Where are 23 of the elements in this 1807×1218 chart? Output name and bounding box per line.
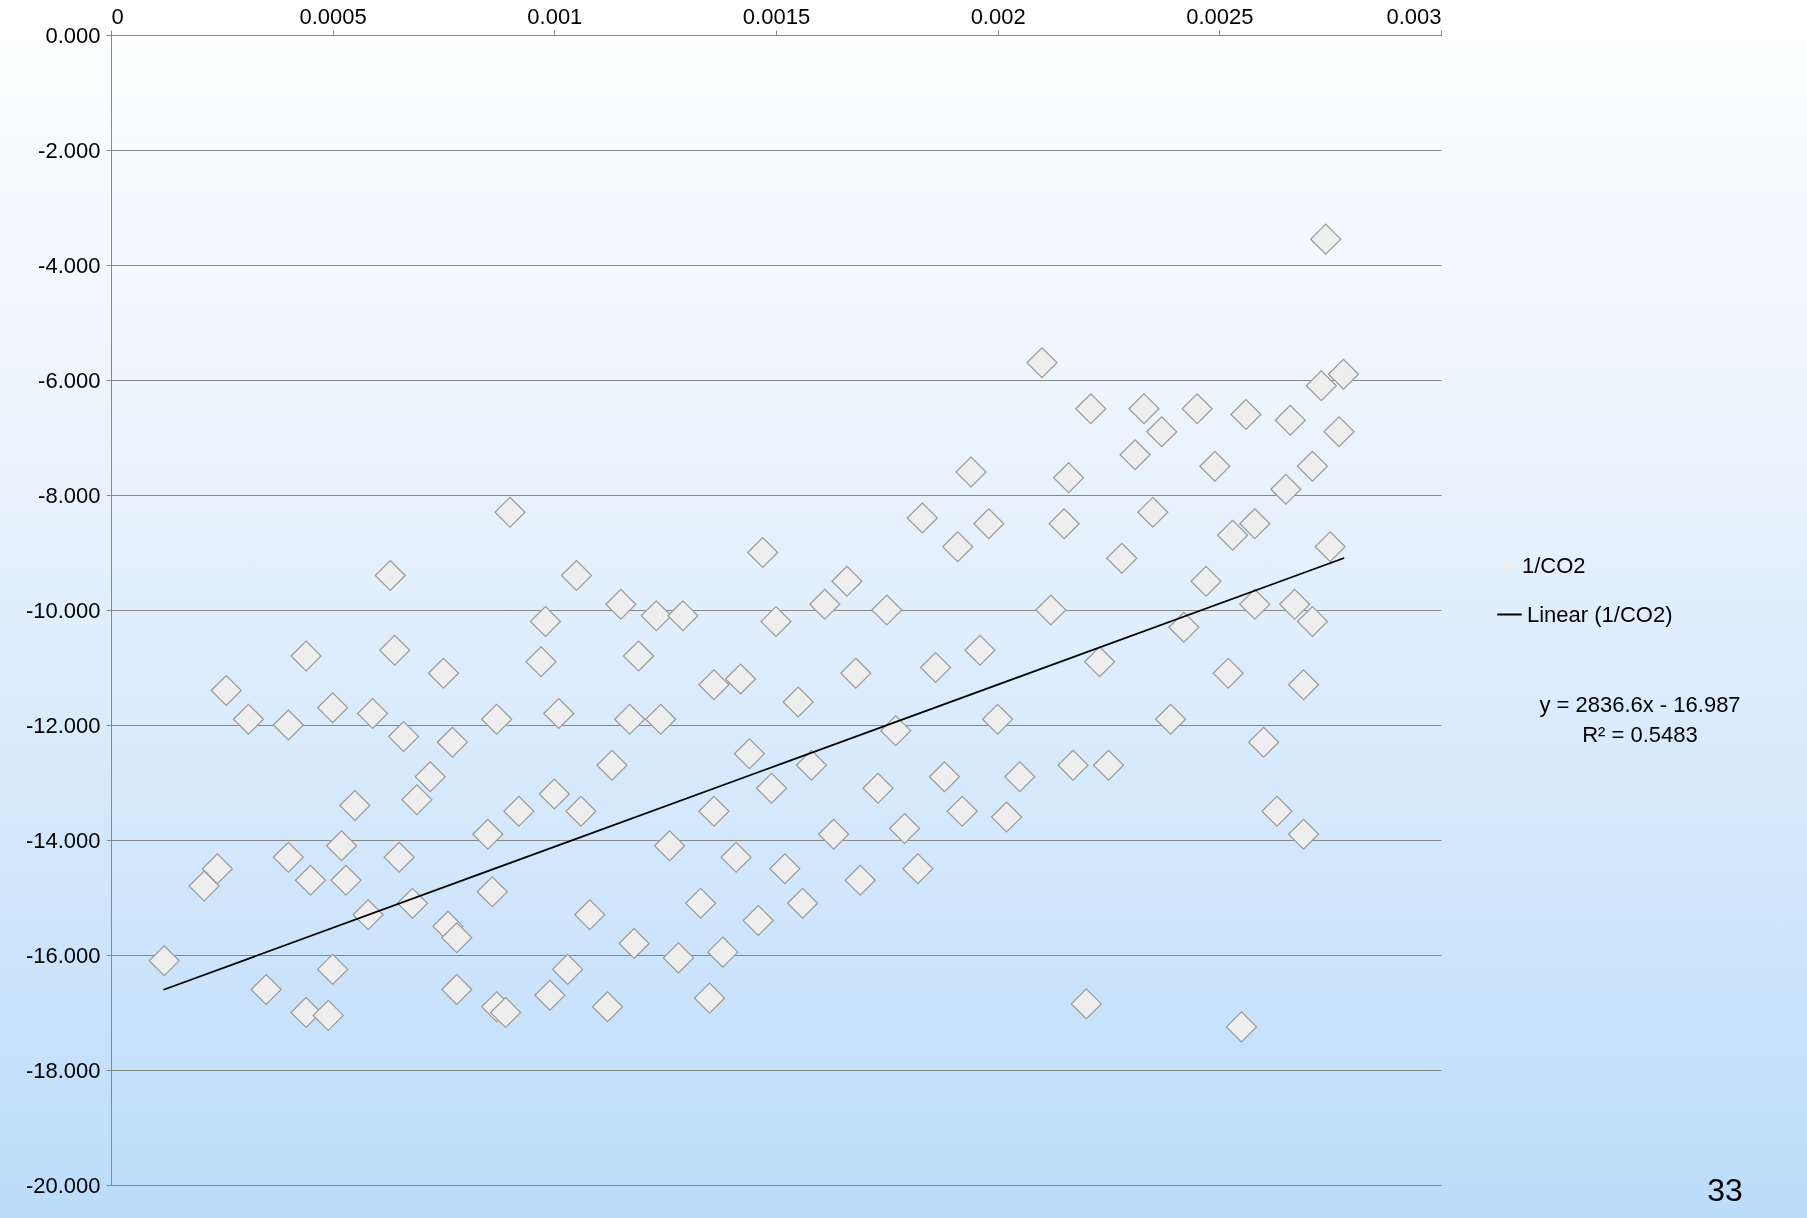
- x-tick-label: 0: [111, 3, 124, 29]
- y-tick-label: -6.000: [38, 367, 101, 393]
- legend-label: Linear (1/CO2): [1527, 601, 1673, 627]
- text: R² = 0.5483: [1582, 722, 1698, 748]
- y-tick-label: 0.000: [45, 22, 101, 48]
- x-tick-label: 0.0015: [742, 3, 811, 29]
- y-tick-label: -18.000: [25, 1057, 101, 1083]
- legend-label: 1/CO2: [1522, 553, 1586, 578]
- y-tick-label: -8.000: [38, 482, 101, 508]
- y-tick-label: -14.000: [25, 827, 101, 853]
- y-tick-label: -12.000: [25, 712, 101, 738]
- y-tick-label: -20.000: [25, 1172, 101, 1198]
- y-tick-label: -16.000: [25, 942, 101, 968]
- y-tick-label: -2.000: [38, 137, 101, 163]
- text: y = 2836.6x - 16.987: [1539, 692, 1741, 718]
- x-tick-label: 0.003: [1386, 3, 1442, 29]
- x-tick-label: 0.0005: [299, 3, 367, 29]
- x-tick-label: 0.001: [527, 3, 583, 29]
- y-tick-label: -4.000: [38, 252, 101, 278]
- x-tick-label: 0.0025: [1186, 3, 1254, 29]
- y-tick-label: -10.000: [25, 597, 101, 623]
- text: 33: [1707, 1172, 1743, 1209]
- x-tick-label: 0.002: [970, 3, 1026, 29]
